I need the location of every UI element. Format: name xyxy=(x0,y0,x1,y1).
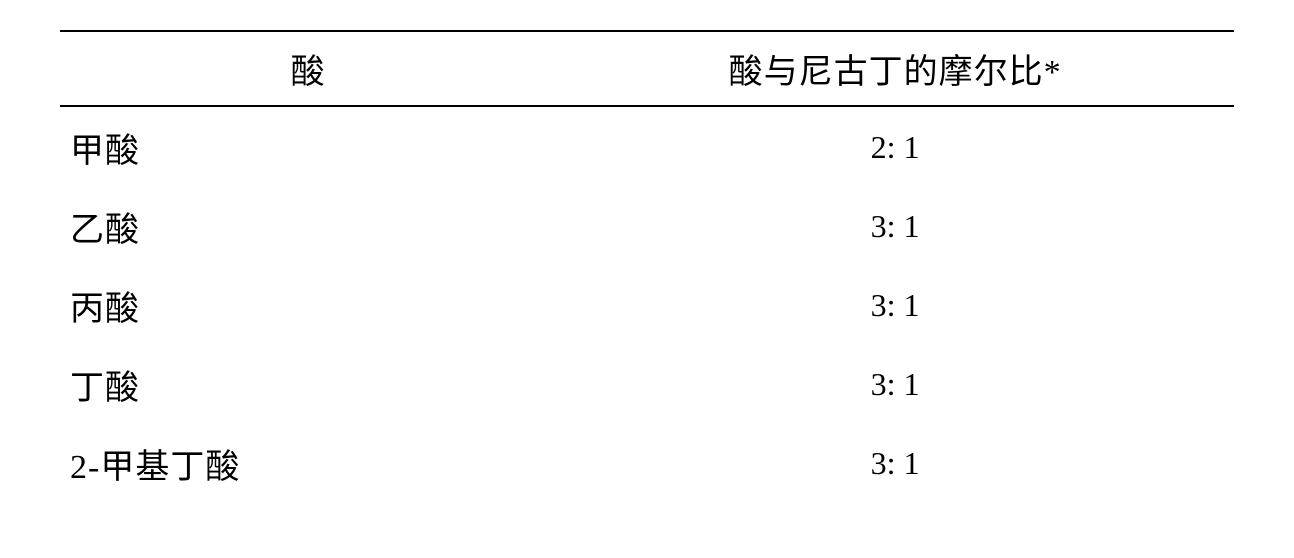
acid-ratio-table: 酸 酸与尼古丁的摩尔比* 甲酸 2: 1 乙酸 3: 1 丙酸 3: 1 丁酸 … xyxy=(60,30,1234,502)
header-acid: 酸 xyxy=(60,31,556,106)
table-row: 丁酸 3: 1 xyxy=(60,344,1234,423)
table: 酸 酸与尼古丁的摩尔比* 甲酸 2: 1 乙酸 3: 1 丙酸 3: 1 丁酸 … xyxy=(60,30,1234,502)
header-ratio: 酸与尼古丁的摩尔比* xyxy=(556,31,1234,106)
cell-acid: 2-甲基丁酸 xyxy=(60,423,556,502)
table-row: 2-甲基丁酸 3: 1 xyxy=(60,423,1234,502)
cell-ratio: 3: 1 xyxy=(556,186,1234,265)
table-row: 甲酸 2: 1 xyxy=(60,106,1234,186)
table-body: 甲酸 2: 1 乙酸 3: 1 丙酸 3: 1 丁酸 3: 1 2-甲基丁酸 3… xyxy=(60,106,1234,502)
table-row: 乙酸 3: 1 xyxy=(60,186,1234,265)
cell-ratio: 3: 1 xyxy=(556,344,1234,423)
cell-acid: 乙酸 xyxy=(60,186,556,265)
table-head: 酸 酸与尼古丁的摩尔比* xyxy=(60,31,1234,106)
cell-ratio: 2: 1 xyxy=(556,106,1234,186)
table-row: 丙酸 3: 1 xyxy=(60,265,1234,344)
cell-acid: 甲酸 xyxy=(60,106,556,186)
cell-acid: 丙酸 xyxy=(60,265,556,344)
header-row: 酸 酸与尼古丁的摩尔比* xyxy=(60,31,1234,106)
cell-ratio: 3: 1 xyxy=(556,423,1234,502)
cell-acid: 丁酸 xyxy=(60,344,556,423)
cell-ratio: 3: 1 xyxy=(556,265,1234,344)
